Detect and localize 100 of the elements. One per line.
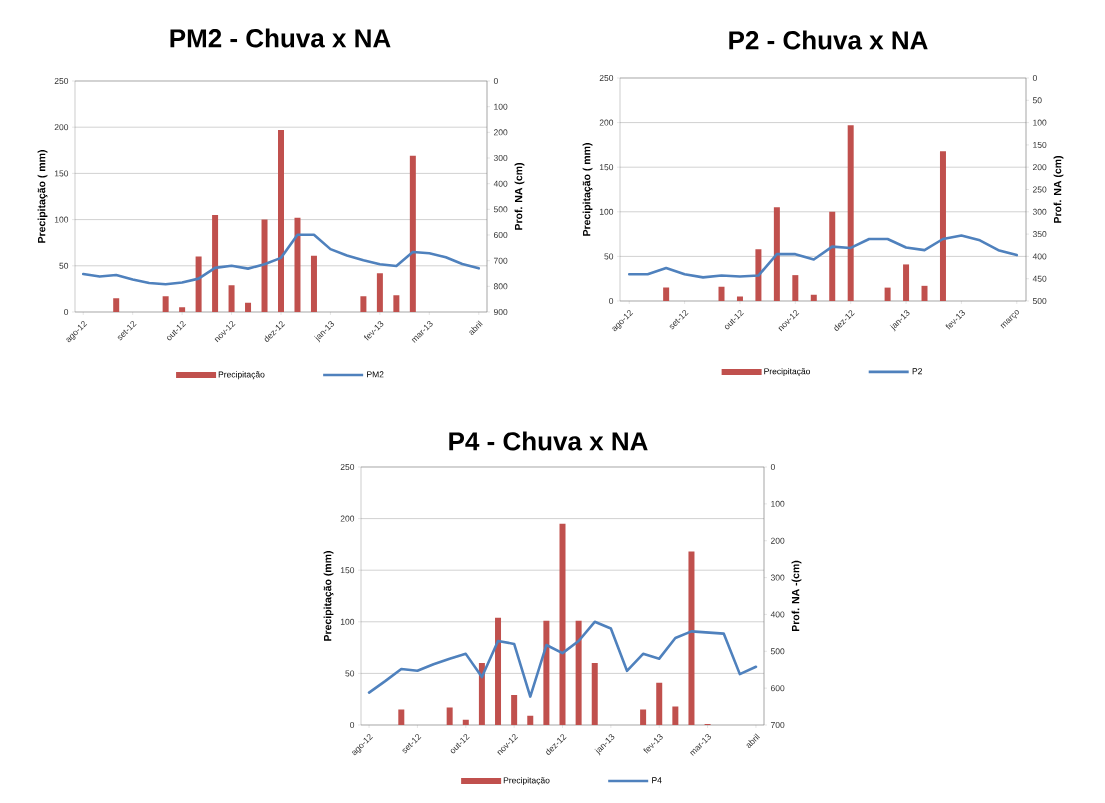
bar [261, 219, 268, 312]
y2-tick-label: 100 [494, 103, 508, 110]
bar [376, 273, 383, 312]
bar [478, 663, 485, 725]
y2-axis-title: Prof. NA (cm) [514, 163, 525, 230]
y2-tick-label: 700 [493, 257, 508, 264]
y-tick-label: 200 [340, 515, 355, 522]
bar [360, 296, 367, 312]
bar [495, 617, 502, 725]
y-tick-label: 50 [604, 253, 614, 260]
y2-tick-label: 300 [770, 574, 785, 581]
y2-axis-title: Prof. NA -(cm) [791, 560, 802, 632]
line-series [81, 233, 481, 286]
chart-title: P2 - Chuva x NA [729, 30, 928, 50]
y2-tick-label: 0 [1032, 74, 1037, 81]
y2-tick-label: 100 [1033, 119, 1047, 126]
bar [162, 296, 169, 312]
bar [409, 155, 416, 312]
bar [921, 285, 928, 301]
y2-tick-label: 450 [1032, 275, 1047, 282]
bar [527, 715, 534, 725]
bar [884, 287, 891, 301]
y-tick-label: 100 [599, 208, 614, 215]
y2-tick-label: 700 [770, 722, 785, 729]
y-tick-label: 250 [599, 74, 614, 81]
bar [718, 286, 725, 301]
y2-tick-label: 800 [493, 283, 508, 290]
bar [228, 285, 235, 312]
y2-tick-label: 500 [493, 206, 508, 213]
y-tick-label: 0 [609, 297, 614, 304]
legend-label: PM2 [367, 371, 384, 378]
y2-tick-label: 600 [770, 685, 785, 692]
bar [393, 295, 400, 312]
legend-label: Precipitação [764, 368, 811, 377]
bar [575, 620, 582, 725]
bar [640, 709, 647, 725]
y-tick-label: 150 [340, 567, 355, 574]
bar [656, 682, 663, 725]
y2-tick-label: 200 [770, 537, 785, 544]
y2-tick-label: 400 [1032, 253, 1047, 260]
y2-tick-label: 250 [1032, 186, 1047, 193]
bar [462, 719, 469, 725]
legend-label: Precipitação [218, 371, 265, 380]
y2-tick-label: 100 [771, 500, 785, 507]
y2-tick-label: 500 [770, 648, 785, 655]
bar [810, 294, 817, 301]
bar [212, 214, 219, 312]
y2-tick-label: 300 [1032, 208, 1047, 215]
y-tick-label: 250 [54, 77, 69, 84]
y2-tick-label: 150 [1033, 141, 1047, 148]
chart-title: PM2 - Chuva x NA [170, 28, 391, 48]
bar [847, 125, 854, 301]
bar [398, 709, 405, 725]
y-tick-label: 0 [350, 722, 355, 728]
bar [543, 620, 550, 725]
y-tick-label: 0 [64, 308, 69, 315]
bar [792, 275, 799, 301]
bar [755, 249, 762, 301]
bar [829, 211, 836, 301]
bar [278, 129, 284, 312]
y-tick-label: 50 [59, 262, 69, 269]
bar [663, 287, 670, 301]
y-tick-label: 100 [54, 216, 69, 223]
bar [446, 707, 453, 725]
bar [511, 695, 518, 725]
y-axis-title: Precipitação (mm) [323, 551, 334, 641]
bar [591, 663, 598, 725]
y2-tick-label: 50 [1032, 97, 1042, 104]
bar [688, 551, 695, 725]
y2-tick-label: 400 [493, 180, 508, 187]
y2-tick-label: 0 [770, 464, 775, 471]
chart-title: P4 - Chuva x NA [449, 431, 648, 451]
y2-tick-label: 500 [1032, 298, 1047, 304]
y-tick-label: 150 [599, 164, 614, 171]
y2-tick-label: 400 [770, 611, 785, 618]
y-tick-label: 250 [340, 463, 355, 470]
bar [310, 255, 317, 312]
bar [939, 151, 946, 301]
bar [903, 264, 910, 301]
line-series [627, 234, 1019, 279]
y2-tick-label: 900 [493, 309, 508, 315]
legend-label: P2 [912, 368, 922, 375]
y2-tick-label: 0 [493, 78, 498, 85]
y2-tick-label: 600 [493, 232, 508, 239]
legend-label: P4 [652, 777, 662, 784]
y-tick-label: 150 [54, 170, 69, 177]
bar [245, 302, 252, 312]
bar [113, 298, 120, 312]
y-tick-label: 100 [340, 618, 355, 625]
bar [672, 706, 679, 725]
y2-tick-label: 200 [1032, 164, 1047, 171]
bar [195, 256, 202, 312]
y2-tick-label: 350 [1032, 231, 1047, 238]
bar [559, 523, 566, 725]
bar [294, 217, 301, 312]
y2-tick-label: 300 [493, 155, 508, 162]
y2-tick-label: 200 [493, 129, 508, 136]
y-axis-title: Precipitação ( mm) [37, 150, 48, 243]
y-tick-label: 200 [54, 124, 69, 131]
y-tick-label: 200 [599, 119, 614, 126]
